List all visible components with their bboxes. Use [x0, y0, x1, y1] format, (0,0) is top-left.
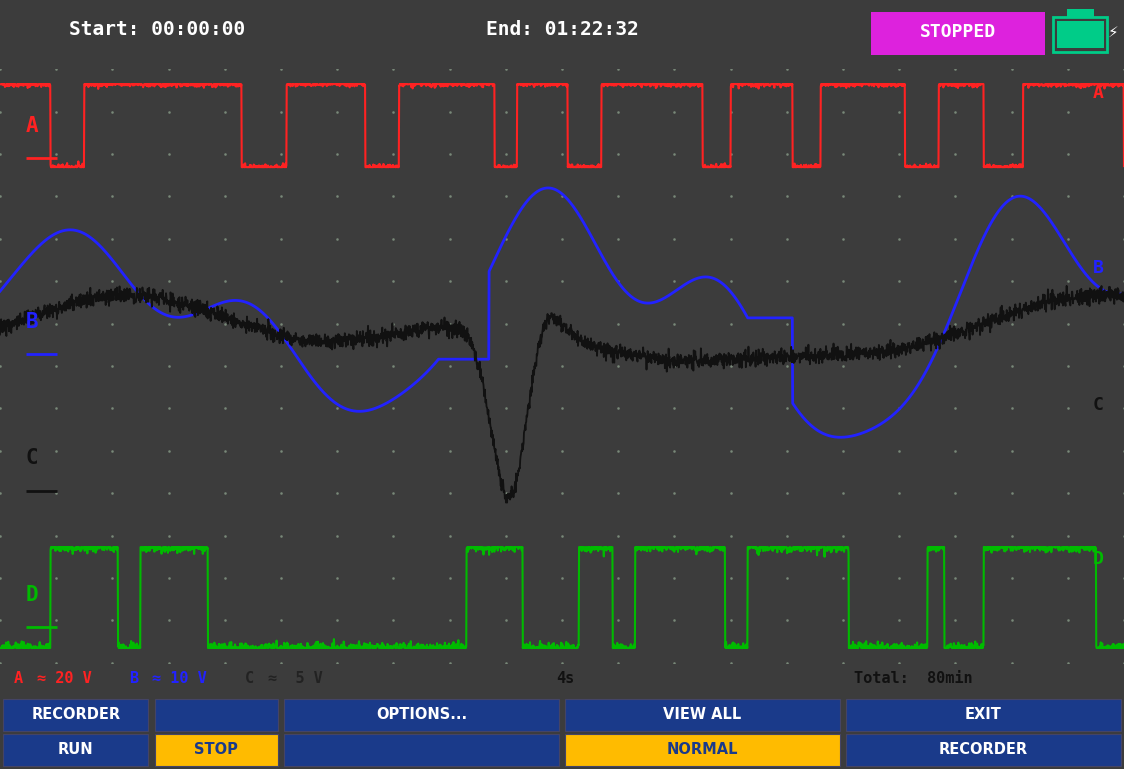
Text: STOPPED: STOPPED — [919, 23, 996, 41]
Text: C: C — [245, 671, 254, 686]
Text: RUN: RUN — [58, 742, 93, 757]
Text: C: C — [26, 448, 38, 468]
Bar — [155, 699, 278, 731]
Text: A: A — [26, 115, 38, 135]
Text: STOP: STOP — [194, 742, 238, 757]
Text: B: B — [129, 671, 138, 686]
Bar — [284, 734, 559, 766]
Text: D: D — [1093, 550, 1104, 568]
Text: ⚡: ⚡ — [1107, 25, 1118, 39]
Bar — [155, 734, 278, 766]
Text: A: A — [13, 671, 22, 686]
Text: RECORDER: RECORDER — [939, 742, 1028, 757]
Text: End: 01:22:32: End: 01:22:32 — [486, 19, 638, 38]
Bar — [3, 734, 148, 766]
Text: B: B — [26, 311, 38, 331]
Text: Total:  80min: Total: 80min — [854, 671, 973, 686]
Text: EXIT: EXIT — [966, 707, 1001, 722]
Bar — [871, 12, 1045, 55]
Text: 4s: 4s — [556, 671, 574, 686]
Text: ≈  5 V: ≈ 5 V — [268, 671, 323, 686]
Text: OPTIONS...: OPTIONS... — [375, 707, 468, 722]
Text: RECORDER: RECORDER — [31, 707, 120, 722]
Bar — [1067, 9, 1094, 17]
Text: VIEW ALL: VIEW ALL — [663, 707, 742, 722]
Text: B: B — [1093, 259, 1104, 277]
Text: ≈ 10 V: ≈ 10 V — [152, 671, 207, 686]
Bar — [284, 699, 559, 731]
Bar — [3, 699, 148, 731]
Text: A: A — [1093, 84, 1104, 102]
Text: C: C — [1093, 395, 1104, 414]
Text: ≈ 20 V: ≈ 20 V — [37, 671, 92, 686]
Bar — [1053, 17, 1107, 52]
Bar — [565, 699, 840, 731]
Text: D: D — [26, 584, 38, 604]
Text: Start: 00:00:00: Start: 00:00:00 — [70, 19, 245, 38]
Text: NORMAL: NORMAL — [667, 742, 738, 757]
Bar — [1057, 21, 1104, 48]
Bar — [565, 734, 840, 766]
Bar — [846, 699, 1121, 731]
Bar — [846, 734, 1121, 766]
